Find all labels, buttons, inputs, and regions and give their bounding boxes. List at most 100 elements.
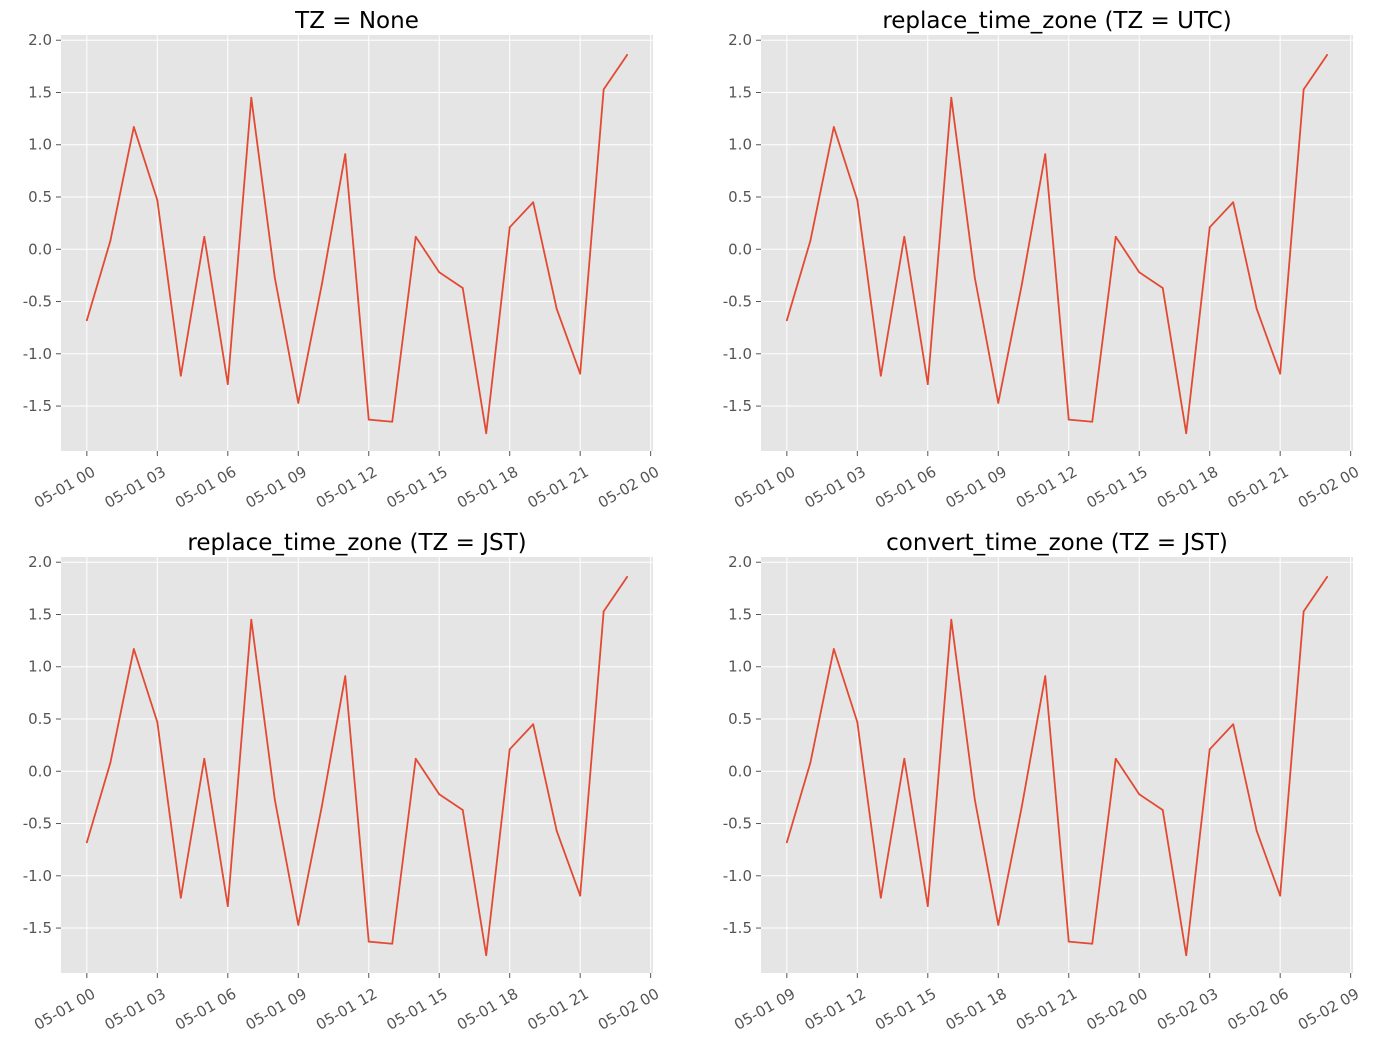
data-point (1020, 283, 1023, 286)
y-tick-label: 1.5 (28, 605, 52, 623)
data-point (1161, 809, 1164, 811)
data-point (1208, 226, 1211, 229)
y-tick-label: 0.0 (728, 762, 752, 780)
y-tick-label: 0.5 (728, 188, 752, 206)
data-point (1044, 675, 1047, 678)
data-point (856, 721, 859, 724)
chart-svg: replace_time_zone (TZ = UTC)05-01 00 05-0… (723, 8, 1363, 512)
data-point (997, 402, 1000, 404)
x-tick-label: 05-01 12 (1013, 463, 1080, 512)
data-point (179, 374, 182, 377)
data-point (832, 126, 835, 128)
data-point (626, 53, 629, 56)
x-tick-label: 05-01 21 (524, 463, 591, 512)
plot-area (61, 557, 653, 973)
x-tick-label: 05-01 15 (872, 985, 939, 1034)
y-tick-label: 1.5 (728, 83, 752, 101)
data-point (1232, 201, 1235, 204)
x-tick-label: 05-01 06 (172, 985, 239, 1034)
data-point (1302, 88, 1305, 91)
x-tick-label: 05-01 18 (942, 985, 1009, 1034)
plot-area (761, 35, 1353, 451)
data-point (1138, 793, 1141, 796)
data-point (973, 276, 976, 279)
data-point (414, 235, 417, 238)
data-point (532, 201, 535, 204)
data-point (903, 757, 906, 760)
data-point (1279, 372, 1282, 375)
data-point (297, 924, 300, 926)
data-point (903, 235, 906, 238)
data-point (226, 905, 229, 908)
y-tick-label: -1.0 (23, 345, 52, 363)
data-point (273, 798, 276, 801)
chart-title: replace_time_zone (TZ = UTC) (882, 8, 1231, 34)
x-tick-label: 05-01 12 (313, 463, 380, 512)
data-point (973, 798, 976, 801)
x-tick-label: 05-02 03 (1154, 985, 1221, 1034)
x-tick-label: 05-01 03 (102, 463, 169, 512)
data-point (1044, 153, 1047, 156)
data-point (203, 235, 206, 238)
y-tick-label: -0.5 (23, 815, 52, 833)
data-point (320, 805, 323, 808)
data-point (555, 307, 558, 310)
data-point (879, 896, 882, 899)
chart-svg: convert_time_zone (TZ = JST) 05-01 09 05-0… (723, 530, 1363, 1034)
x-tick-label: 05-01 09 (731, 985, 798, 1034)
data-point (344, 153, 347, 156)
data-point (602, 610, 605, 613)
data-point (179, 896, 182, 899)
chart-panel-2: replace_time_zone (TZ = UTC) 05-01 00 05-0… (700, 0, 1400, 522)
y-tick-label: 2.0 (28, 553, 52, 571)
data-point (461, 287, 464, 289)
data-point (950, 618, 953, 621)
chart-title: replace_time_zone (TZ = JST) (187, 530, 526, 556)
data-point (579, 372, 582, 375)
y-tick-label: -1.5 (723, 397, 752, 415)
data-point (1091, 942, 1094, 945)
x-tick-label: 05-02 06 (1224, 985, 1291, 1034)
data-point (1067, 940, 1070, 943)
series-line (785, 54, 1328, 435)
x-tick-label: 05-01 06 (172, 463, 239, 512)
data-point (579, 894, 582, 897)
data-point (1185, 432, 1188, 435)
series-line (85, 576, 628, 957)
data-point (414, 757, 417, 760)
plot-area (761, 557, 1353, 973)
data-point (1255, 307, 1258, 310)
data-point (785, 319, 788, 322)
y-tick-label: -1.0 (723, 867, 752, 885)
data-point (1326, 53, 1329, 56)
y-tick-label: 1.0 (728, 658, 752, 676)
y-tick-label: 1.5 (728, 605, 752, 623)
data-point (1091, 420, 1094, 423)
data-point (320, 283, 323, 286)
data-point (926, 383, 929, 386)
data-point (1326, 575, 1329, 578)
x-tick-label: 05-01 15 (383, 985, 450, 1034)
chart-title: convert_time_zone (TZ = JST) (886, 530, 1228, 556)
data-point (1161, 287, 1164, 289)
data-point (1185, 954, 1188, 957)
series-line (85, 54, 628, 435)
y-tick-label: 1.0 (28, 136, 52, 154)
data-point (297, 402, 300, 404)
data-point (785, 841, 788, 844)
chart-svg: replace_time_zone (TZ = JST)05-01 00 05-0… (23, 530, 663, 1034)
x-tick-label: 05-01 15 (383, 463, 450, 512)
data-point (250, 618, 253, 621)
x-tick-label: 05-01 09 (242, 463, 309, 512)
data-point (809, 240, 812, 242)
y-tick-label: -1.5 (23, 919, 52, 937)
data-point (832, 648, 835, 650)
data-point (879, 374, 882, 377)
data-point (132, 648, 135, 650)
y-tick-label: -0.5 (723, 815, 752, 833)
x-tick-label: 05-01 03 (802, 463, 869, 512)
y-tick-label: 2.0 (728, 31, 752, 49)
x-tick-label: 05-01 06 (872, 463, 939, 512)
y-tick-label: -1.0 (23, 867, 52, 885)
y-tick-label: 0.5 (728, 710, 752, 728)
